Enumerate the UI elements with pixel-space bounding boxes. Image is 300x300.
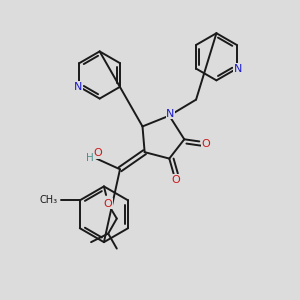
Text: O: O: [201, 139, 210, 148]
Text: N: N: [234, 64, 242, 74]
Text: N: N: [166, 109, 175, 118]
Text: O: O: [93, 148, 102, 158]
Text: N: N: [74, 82, 82, 92]
Text: O: O: [104, 199, 112, 208]
Text: O: O: [171, 175, 180, 185]
Text: H: H: [86, 152, 94, 163]
Text: CH₃: CH₃: [39, 195, 57, 206]
